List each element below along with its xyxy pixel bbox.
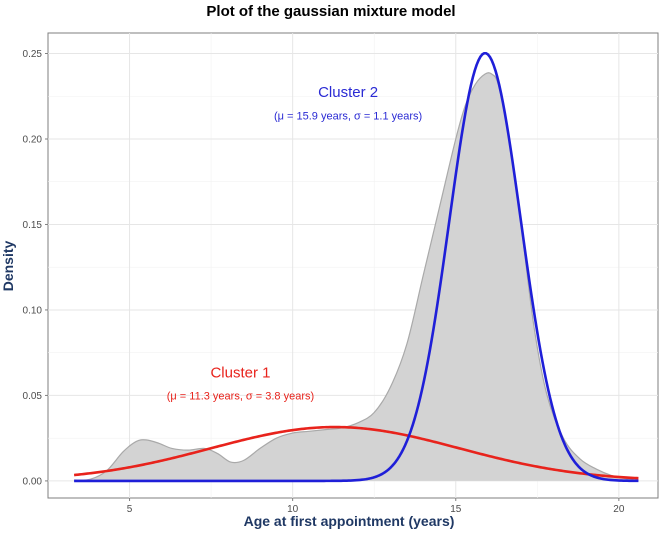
x-tick-label: 5 [127,504,133,515]
y-tick-label: 0.00 [23,476,43,487]
cluster-2-label: Cluster 2 [318,84,378,101]
y-tick-label: 0.20 [23,134,43,145]
chart-title: Plot of the gaussian mixture model [206,3,455,20]
density-outline [74,72,639,481]
series-layer [73,51,639,483]
y-tick-label: 0.25 [23,49,43,60]
cluster-2-params-label: (μ = 15.9 years, σ = 1.1 years) [274,110,422,122]
cluster-1-label: Cluster 1 [210,364,270,381]
density-area [74,72,639,481]
x-tick-label: 10 [287,504,299,515]
cluster-annotations: Cluster 2 (μ = 15.9 years, σ = 1.1 years)… [167,84,422,403]
cluster-1-curve [73,425,639,480]
x-axis-ticks: 5 10 15 20 [127,498,625,515]
cluster-2-curve [74,51,639,483]
cluster-1-params-label: (μ = 11.3 years, σ = 3.8 years) [167,391,314,403]
x-tick-label: 20 [613,504,625,515]
x-tick-label: 15 [450,504,462,515]
y-axis-ticks: 0.00 0.05 0.10 0.15 0.20 0.25 [23,49,48,487]
y-tick-label: 0.05 [23,391,43,402]
x-axis-label: Age at first appointment (years) [244,513,455,529]
y-tick-label: 0.10 [23,305,43,316]
y-tick-label: 0.15 [23,220,43,231]
y-axis-label: Density [0,241,16,292]
